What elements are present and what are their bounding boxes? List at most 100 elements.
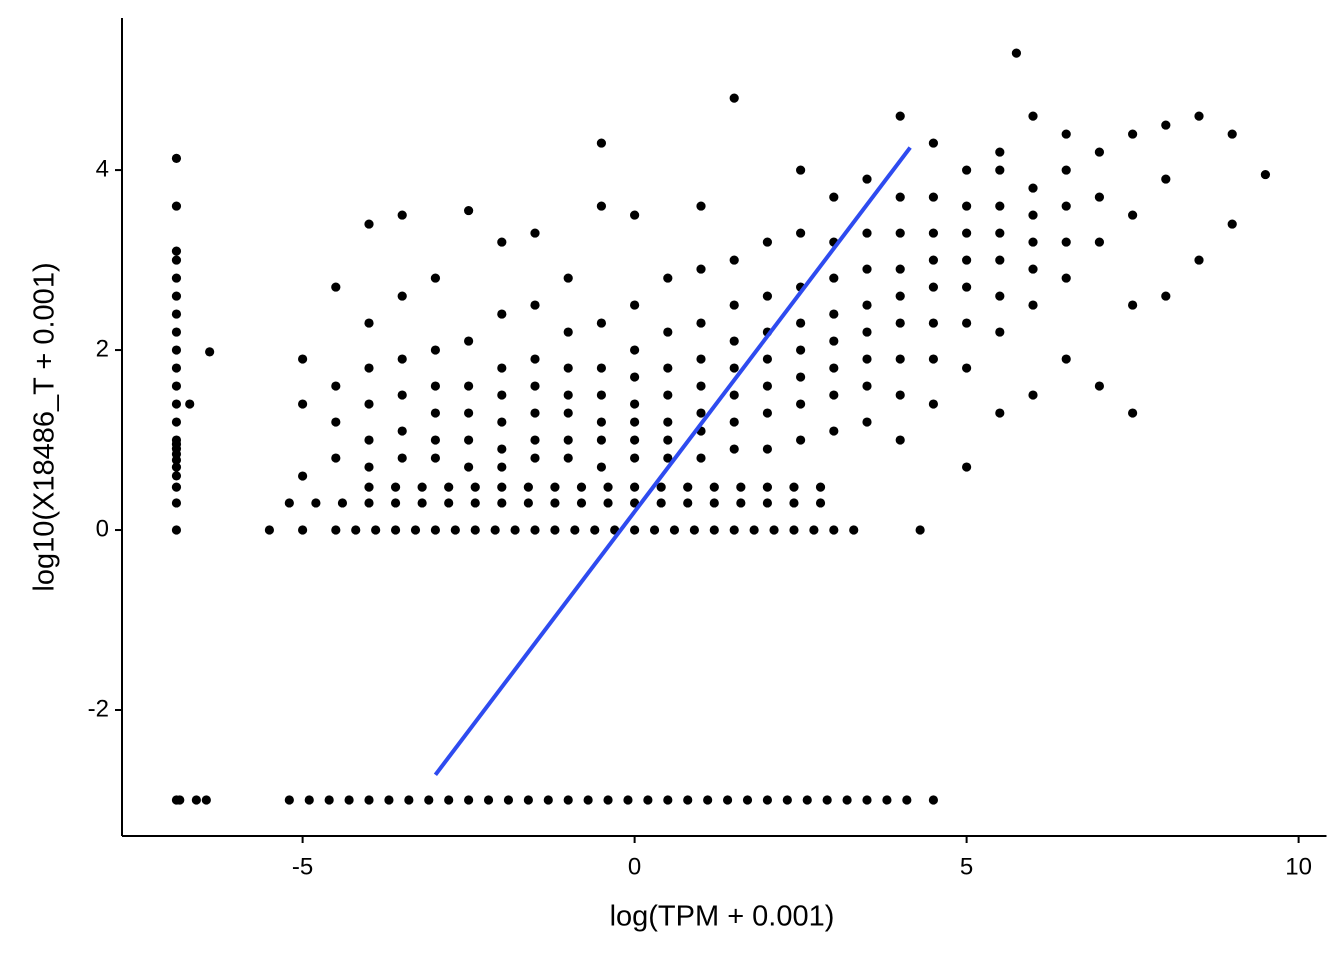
point [962, 228, 972, 238]
point [630, 345, 640, 355]
point [530, 228, 540, 238]
point [663, 435, 673, 445]
point [430, 525, 441, 535]
point [1028, 264, 1038, 274]
point [444, 482, 454, 492]
point [364, 363, 374, 373]
point [171, 381, 182, 391]
point [1128, 210, 1138, 220]
point [696, 264, 706, 274]
point [928, 795, 939, 805]
point [630, 210, 640, 220]
point [596, 201, 607, 211]
point [364, 462, 374, 472]
point [789, 482, 799, 492]
point [1028, 300, 1038, 310]
point [815, 498, 826, 508]
point [995, 165, 1005, 175]
point [683, 795, 693, 805]
point [298, 525, 308, 535]
point [796, 435, 806, 445]
y-tick-label: -2 [88, 695, 109, 722]
point [171, 435, 182, 445]
point [902, 795, 912, 805]
point [630, 399, 640, 409]
point [928, 192, 939, 202]
point [729, 417, 739, 427]
point [683, 482, 693, 492]
point [337, 498, 348, 508]
point [995, 255, 1005, 265]
point [1094, 192, 1105, 202]
point [497, 390, 507, 400]
point [862, 300, 872, 310]
point [709, 498, 719, 508]
point [497, 363, 507, 373]
point [789, 525, 799, 535]
point [397, 210, 407, 220]
point [962, 282, 972, 292]
point [1061, 201, 1071, 211]
point [304, 795, 314, 805]
point [696, 408, 706, 418]
point [1028, 210, 1038, 220]
point [630, 300, 640, 310]
x-tick-label: 0 [628, 853, 641, 880]
point [530, 435, 540, 445]
point [430, 381, 441, 391]
point [510, 525, 520, 535]
point [364, 219, 374, 229]
point [1094, 147, 1105, 157]
point [862, 228, 872, 238]
point [284, 498, 294, 508]
point [171, 482, 182, 492]
point [762, 408, 773, 418]
y-tick-label: 4 [96, 155, 109, 182]
point [497, 482, 507, 492]
point [663, 327, 673, 337]
point [842, 795, 852, 805]
point [796, 318, 806, 328]
point [397, 453, 407, 463]
point [351, 525, 361, 535]
point [1061, 237, 1071, 247]
point [962, 318, 972, 328]
point [171, 246, 182, 256]
point [630, 372, 640, 382]
point [201, 795, 211, 805]
point [596, 435, 607, 445]
point [424, 795, 434, 805]
point [298, 354, 308, 364]
point [862, 417, 872, 427]
point [849, 525, 859, 535]
point [1194, 111, 1204, 121]
point [464, 381, 474, 391]
point [503, 795, 514, 805]
point [1161, 120, 1171, 130]
point [663, 363, 673, 373]
point [185, 399, 195, 409]
point [298, 399, 308, 409]
point [762, 291, 773, 301]
point [171, 309, 182, 319]
x-tick-label: 5 [960, 853, 973, 880]
point [895, 354, 905, 364]
point [364, 482, 374, 492]
point [962, 165, 972, 175]
point [829, 309, 839, 319]
point [762, 354, 773, 364]
point [1194, 255, 1204, 265]
point [663, 273, 673, 283]
point [895, 264, 905, 274]
point [862, 174, 872, 184]
point [928, 228, 939, 238]
point [829, 390, 839, 400]
point [1128, 129, 1138, 139]
point [895, 192, 905, 202]
point [371, 525, 381, 535]
point [171, 462, 182, 472]
point [769, 525, 779, 535]
point [576, 498, 587, 508]
point [928, 282, 939, 292]
point [550, 482, 560, 492]
